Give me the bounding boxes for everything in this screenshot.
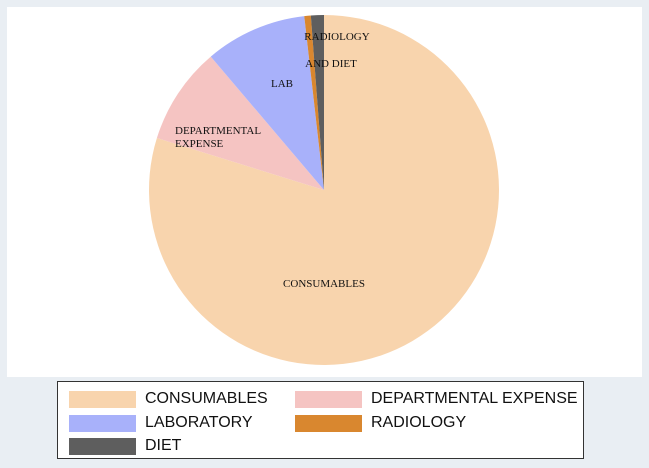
legend-item-departmental-expense: DEPARTMENTAL EXPENSE: [295, 389, 578, 409]
legend-label-departmental-expense: DEPARTMENTAL EXPENSE: [371, 390, 578, 407]
legend-label-radiology: RADIOLOGY: [371, 414, 467, 431]
legend-item-radiology: RADIOLOGY: [295, 413, 466, 433]
legend-swatch-laboratory: [69, 414, 136, 432]
legend-label-diet: DIET: [145, 437, 182, 454]
legend: CONSUMABLES DEPARTMENTAL EXPENSE LABORAT…: [57, 381, 584, 459]
legend-swatch-radiology: [295, 414, 362, 432]
slice-label-radiology: RADIOLOGY: [304, 31, 369, 43]
slice-departmental-expense: [156, 56, 324, 190]
slice-label-laboratory: LAB: [271, 78, 293, 90]
legend-item-consumables: CONSUMABLES: [69, 389, 268, 409]
legend-label-laboratory: LABORATORY: [145, 414, 253, 431]
pie-chart: CONSUMABLES DEPARTMENTAL EXPENSE LAB RADIOLO…: [149, 15, 500, 365]
slice-label-diet: AND DIET: [305, 58, 357, 70]
legend-swatch-diet: [69, 437, 136, 455]
legend-label-consumables: CONSUMABLES: [145, 390, 268, 407]
legend-swatch-consumables: [69, 390, 136, 408]
slice-label-consumables: CONSUMABLES: [283, 278, 365, 290]
legend-item-laboratory: LABORATORY: [69, 413, 253, 433]
legend-item-diet: DIET: [69, 436, 181, 456]
slice-label-departmental-expense: DEPARTMENTAL EXPENSE: [175, 125, 261, 150]
slice-diet: [310, 15, 324, 190]
slice-consumables: [149, 15, 500, 365]
plot-area: CONSUMABLES DEPARTMENTAL EXPENSE LAB RADIOLO…: [7, 7, 642, 377]
slice-radiology: [304, 15, 324, 190]
slice-laboratory: [210, 16, 324, 191]
legend-swatch-departmental-expense: [295, 390, 362, 408]
